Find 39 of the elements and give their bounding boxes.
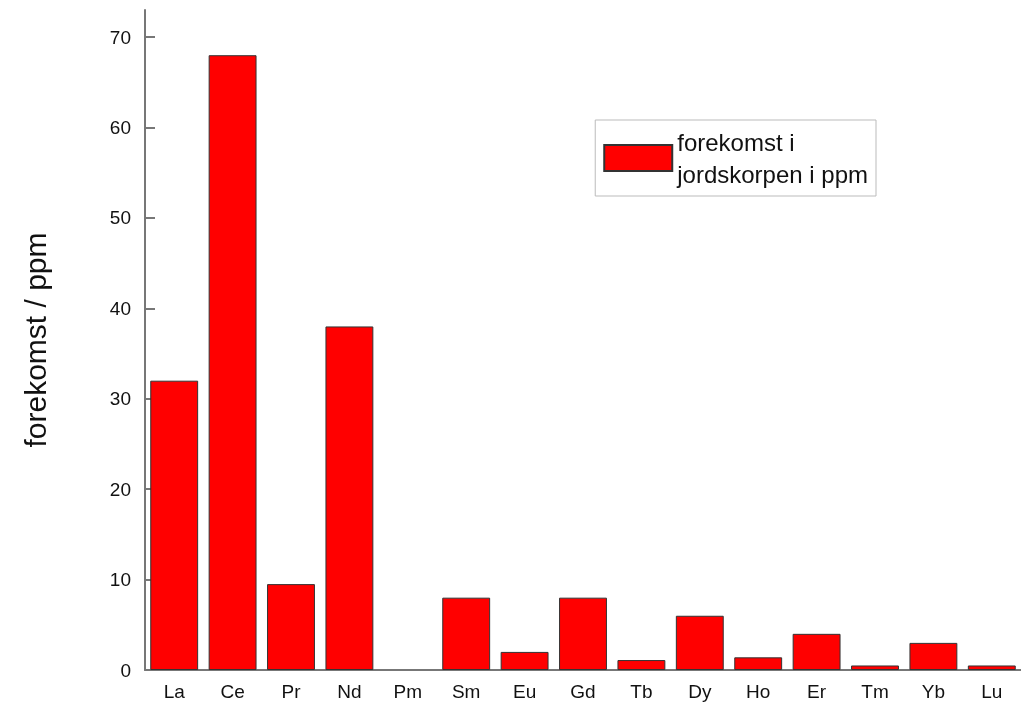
x-tick-label: La bbox=[163, 681, 186, 702]
y-tick-label: 30 bbox=[109, 388, 131, 410]
x-tick-label: Eu bbox=[512, 681, 537, 702]
bar bbox=[675, 615, 724, 670]
x-tick-label: Lu bbox=[981, 681, 1003, 702]
bar bbox=[267, 584, 315, 670]
bar bbox=[909, 642, 958, 670]
x-tick-label: Pm bbox=[393, 681, 423, 702]
bar bbox=[325, 326, 374, 670]
y-tick-label: 60 bbox=[109, 117, 131, 139]
x-tick-label: Sm bbox=[451, 681, 481, 702]
y-tick-label: 70 bbox=[109, 26, 131, 48]
bar bbox=[851, 665, 899, 670]
x-tick-label: Ho bbox=[746, 681, 771, 702]
y-tick-label: 10 bbox=[109, 569, 131, 591]
x-tick-label: Tb bbox=[630, 681, 653, 702]
x-tick-label: Er bbox=[807, 681, 827, 702]
bar bbox=[150, 380, 199, 670]
y-tick-label: 0 bbox=[120, 659, 131, 681]
bar bbox=[208, 55, 257, 670]
x-tick-label: Ce bbox=[220, 681, 245, 702]
legend-label: forekomst i jordskorpen i ppm bbox=[676, 128, 869, 188]
y-tick-label: 40 bbox=[109, 297, 131, 319]
bar bbox=[792, 633, 841, 670]
bar bbox=[500, 651, 549, 670]
x-tick-label: Pr bbox=[281, 681, 302, 702]
x-tick-label: Gd bbox=[570, 681, 596, 702]
x-tick-label: Nd bbox=[337, 681, 362, 702]
x-tick-label: Tm bbox=[861, 681, 889, 702]
x-tick-label: Dy bbox=[688, 681, 712, 702]
y-tick-label: 50 bbox=[109, 207, 131, 229]
x-tick-label: Yb bbox=[921, 681, 946, 702]
bar bbox=[734, 657, 783, 670]
bar bbox=[617, 660, 666, 670]
y-tick-label: 20 bbox=[109, 478, 131, 500]
bar bbox=[442, 597, 491, 670]
bar bbox=[967, 665, 1016, 670]
y-axis-title: forekomst / ppm bbox=[18, 232, 52, 448]
bar bbox=[559, 597, 607, 670]
